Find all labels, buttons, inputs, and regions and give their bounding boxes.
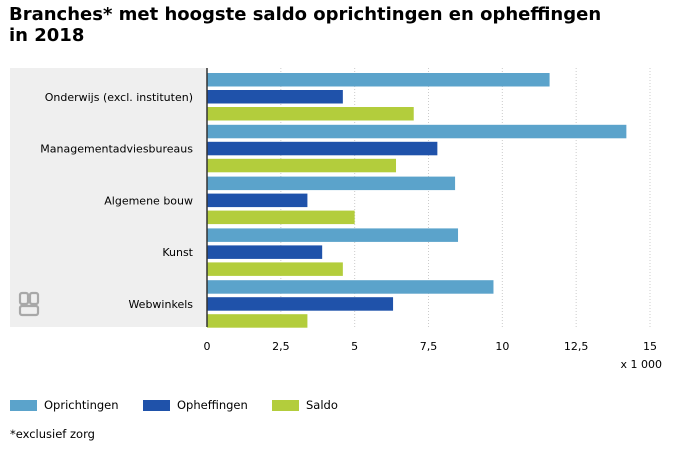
category-label: Webwinkels	[128, 298, 193, 311]
x-tick-label: 2,5	[272, 340, 290, 353]
category-label: Managementadviesbureaus	[40, 143, 193, 156]
bar-opheffingen-2	[207, 193, 308, 208]
footnote: *exclusief zorg	[10, 427, 95, 441]
legend-label-opheffingen: Opheffingen	[177, 398, 248, 412]
x-tick-label: 7,5	[420, 340, 438, 353]
bars	[207, 73, 627, 328]
bar-opheffingen-4	[207, 297, 394, 311]
x-tick-label: 5	[351, 340, 358, 353]
category-label: Algemene bouw	[104, 194, 193, 207]
category-label: Onderwijs (excl. instituten)	[45, 91, 193, 104]
category-label: Kunst	[162, 246, 193, 259]
legend-swatch-oprichtingen	[10, 400, 37, 411]
category-band	[10, 68, 207, 327]
bar-opheffingen-0	[207, 90, 343, 104]
legend-swatch-saldo	[272, 400, 299, 411]
x-tick-label: 0	[204, 340, 211, 353]
x-tick-label: 12,5	[564, 340, 589, 353]
bar-opheffingen-1	[207, 141, 438, 156]
category-labels: Onderwijs (excl. instituten) Managementad…	[40, 91, 193, 311]
bar-saldo-3	[207, 262, 343, 276]
x-tick-label: 15	[643, 340, 657, 353]
x-tick-labels: 0 2,5 5 7,5 10 12,5 15	[204, 340, 658, 353]
bar-oprichtingen-1	[207, 124, 627, 139]
bar-saldo-4	[207, 314, 308, 328]
bar-saldo-0	[207, 107, 414, 121]
bar-oprichtingen-3	[207, 228, 459, 242]
bar-oprichtingen-0	[207, 73, 550, 87]
x-tick-label: 10	[495, 340, 509, 353]
legend-swatch-opheffingen	[143, 400, 170, 411]
bar-oprichtingen-4	[207, 280, 494, 294]
bar-saldo-1	[207, 158, 397, 173]
legend-label-oprichtingen: Oprichtingen	[44, 398, 119, 412]
bar-opheffingen-3	[207, 245, 323, 259]
bar-oprichtingen-2	[207, 176, 456, 191]
legend-label-saldo: Saldo	[306, 398, 338, 412]
x-unit-label: x 1 000	[621, 358, 663, 371]
bar-saldo-2	[207, 210, 355, 225]
cbs-logo	[18, 291, 40, 317]
chart-title: Branches* met hoogste saldo oprichtingen…	[9, 4, 602, 46]
